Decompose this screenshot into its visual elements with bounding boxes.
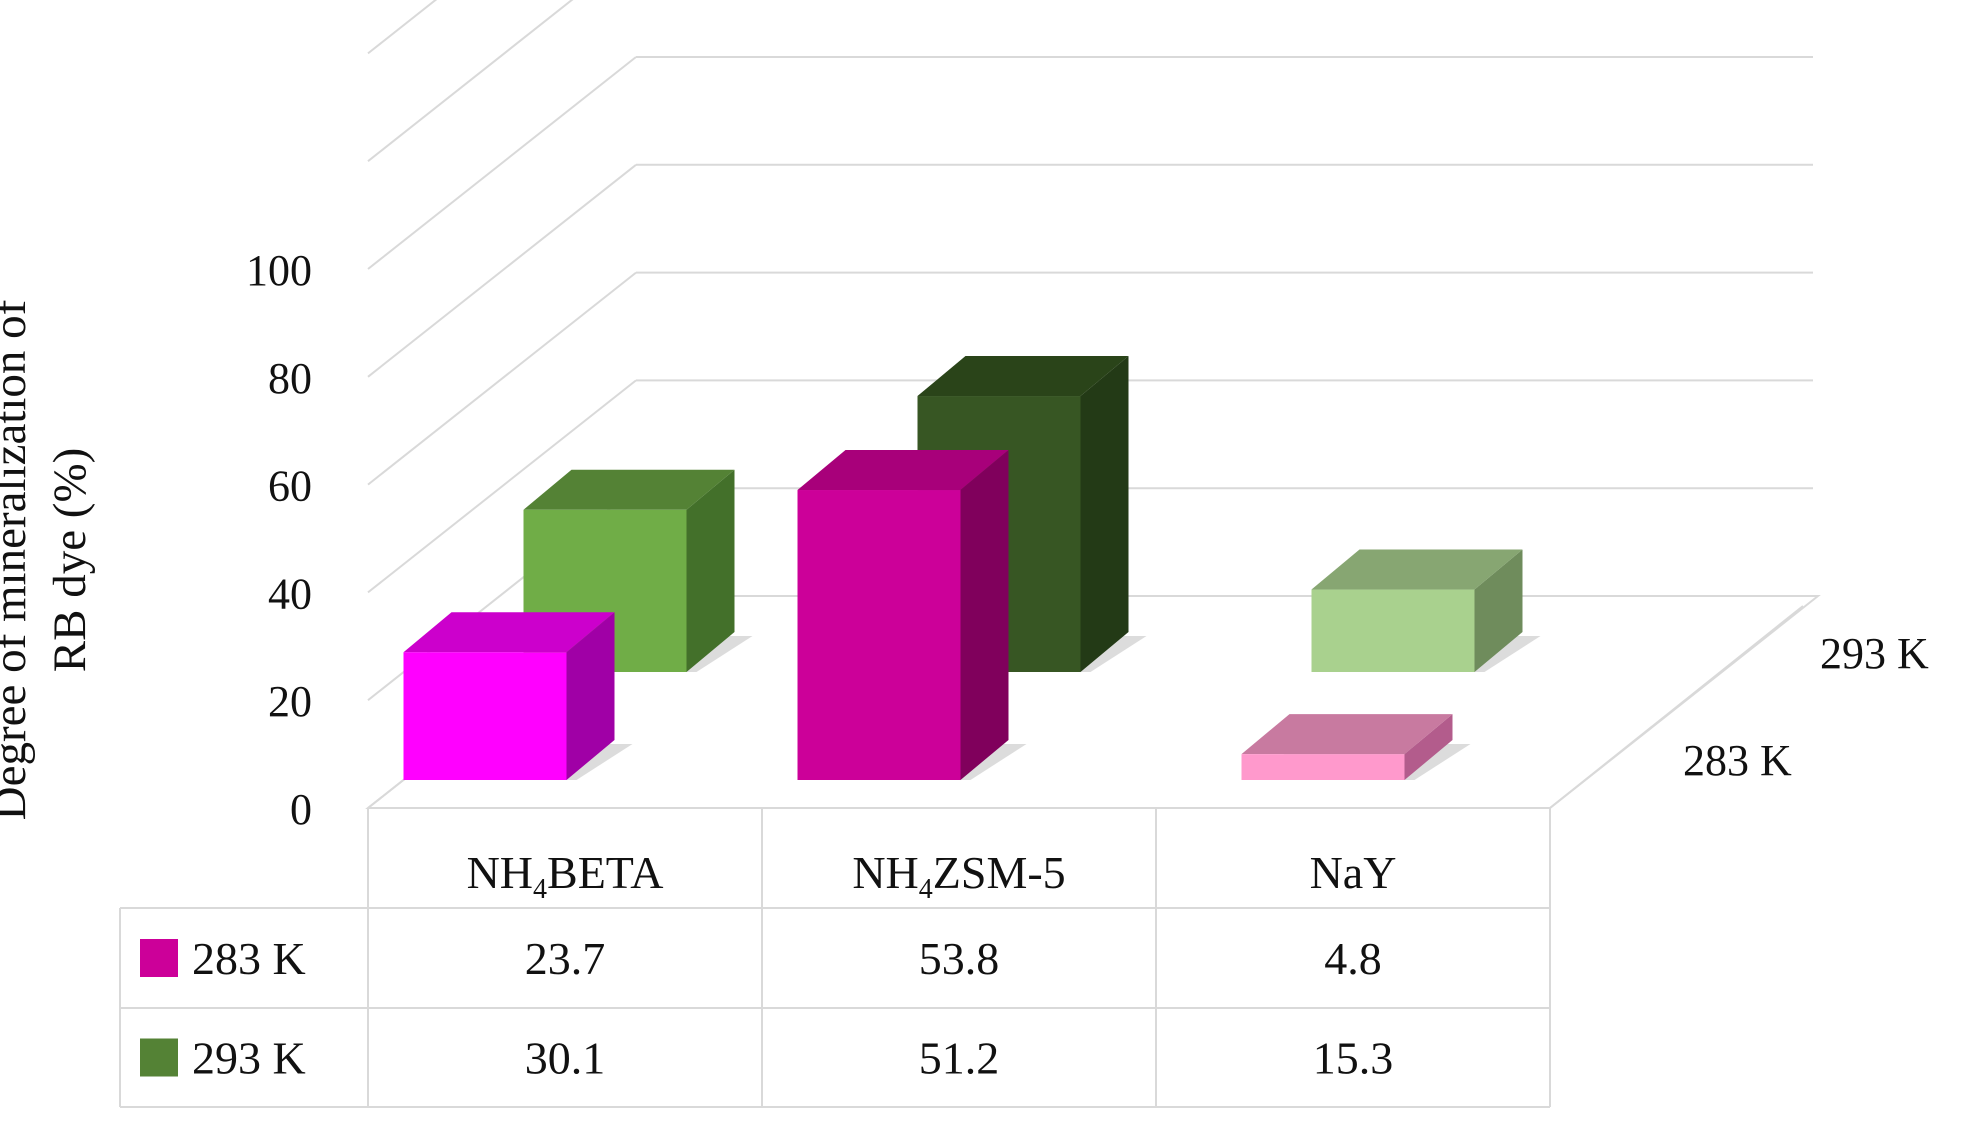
y-tick-label: 100 (246, 246, 312, 295)
depth-label-293: 293 K (1820, 629, 1929, 678)
legend-label-1: 293 K (192, 1033, 306, 1084)
data-label: 51.2 (919, 1033, 1000, 1084)
data-label: 4.8 (1324, 933, 1382, 984)
bar-283k-0-front (403, 652, 567, 780)
bar-293k-2-top (1311, 549, 1523, 590)
bar-293k-0-top (523, 469, 735, 510)
gridline-side-80 (367, 164, 637, 378)
data-label: 53.8 (919, 933, 1000, 984)
category-label: NH4BETA (467, 847, 664, 905)
category-label: NH4ZSM-5 (852, 847, 1065, 905)
bar-283k-2-side (1404, 714, 1453, 780)
bars (403, 356, 1541, 780)
legend-swatch-1 (140, 1038, 178, 1077)
gridline-side-120 (367, 0, 574, 162)
data-table: NH4BETA NH4ZSM-5 NaY 283 K 23.7 53.8 4.8 293 K 3… (119, 808, 1551, 1108)
y-tick-label: 20 (268, 677, 312, 726)
data-label: 30.1 (525, 1033, 606, 1084)
gridline-side-60 (367, 271, 637, 486)
bar-283k-0 (403, 612, 633, 780)
gridline-side-100 (367, 56, 637, 270)
bar-283k-1-side (960, 450, 1009, 780)
y-axis-label-line-2: RB dye (%) (44, 447, 96, 673)
legend-label-0: 283 K (192, 933, 306, 984)
y-axis-label-line-1: Degree of mineralization of (0, 299, 36, 821)
bar-283k-0-side (566, 612, 615, 780)
depth-axis-line (1549, 605, 1804, 809)
bar-293k-2 (1311, 549, 1541, 672)
bar-293k-1-side (1080, 356, 1129, 672)
data-label: 23.7 (525, 933, 606, 984)
y-axis-label: Degree of mineralization of RB dye (%) (0, 300, 100, 821)
y-tick-label: 60 (268, 462, 312, 511)
y-tick-label: 0 (290, 785, 312, 834)
bar-283k-2-front (1241, 754, 1405, 780)
y-axis-ticks: 0 20 40 60 80 100 (246, 246, 312, 834)
legend-swatch-0 (140, 939, 178, 977)
gridline-side-140 (367, 0, 438, 55)
data-label: 15.3 (1313, 1033, 1394, 1084)
y-tick-label: 40 (268, 569, 312, 618)
y-tick-label: 80 (268, 354, 312, 403)
bar-283k-0-top (403, 612, 615, 653)
bar-283k-2-top (1241, 714, 1453, 755)
depth-label-283: 283 K (1683, 736, 1792, 785)
bar-293k-2-front (1311, 589, 1475, 672)
bar-293k-0-side (686, 469, 735, 672)
bar-293k-1-top (917, 356, 1129, 397)
bar-283k-1-front (797, 490, 961, 780)
bar-283k-1 (797, 450, 1027, 780)
depth-axis: 293 K 283 K (1549, 605, 1929, 809)
bar-283k-2 (1241, 714, 1471, 780)
bar-293k-2-side (1474, 549, 1523, 672)
category-label: NaY (1310, 847, 1397, 898)
gridline-side-40 (367, 379, 637, 594)
bar-283k-1-top (797, 450, 1009, 491)
